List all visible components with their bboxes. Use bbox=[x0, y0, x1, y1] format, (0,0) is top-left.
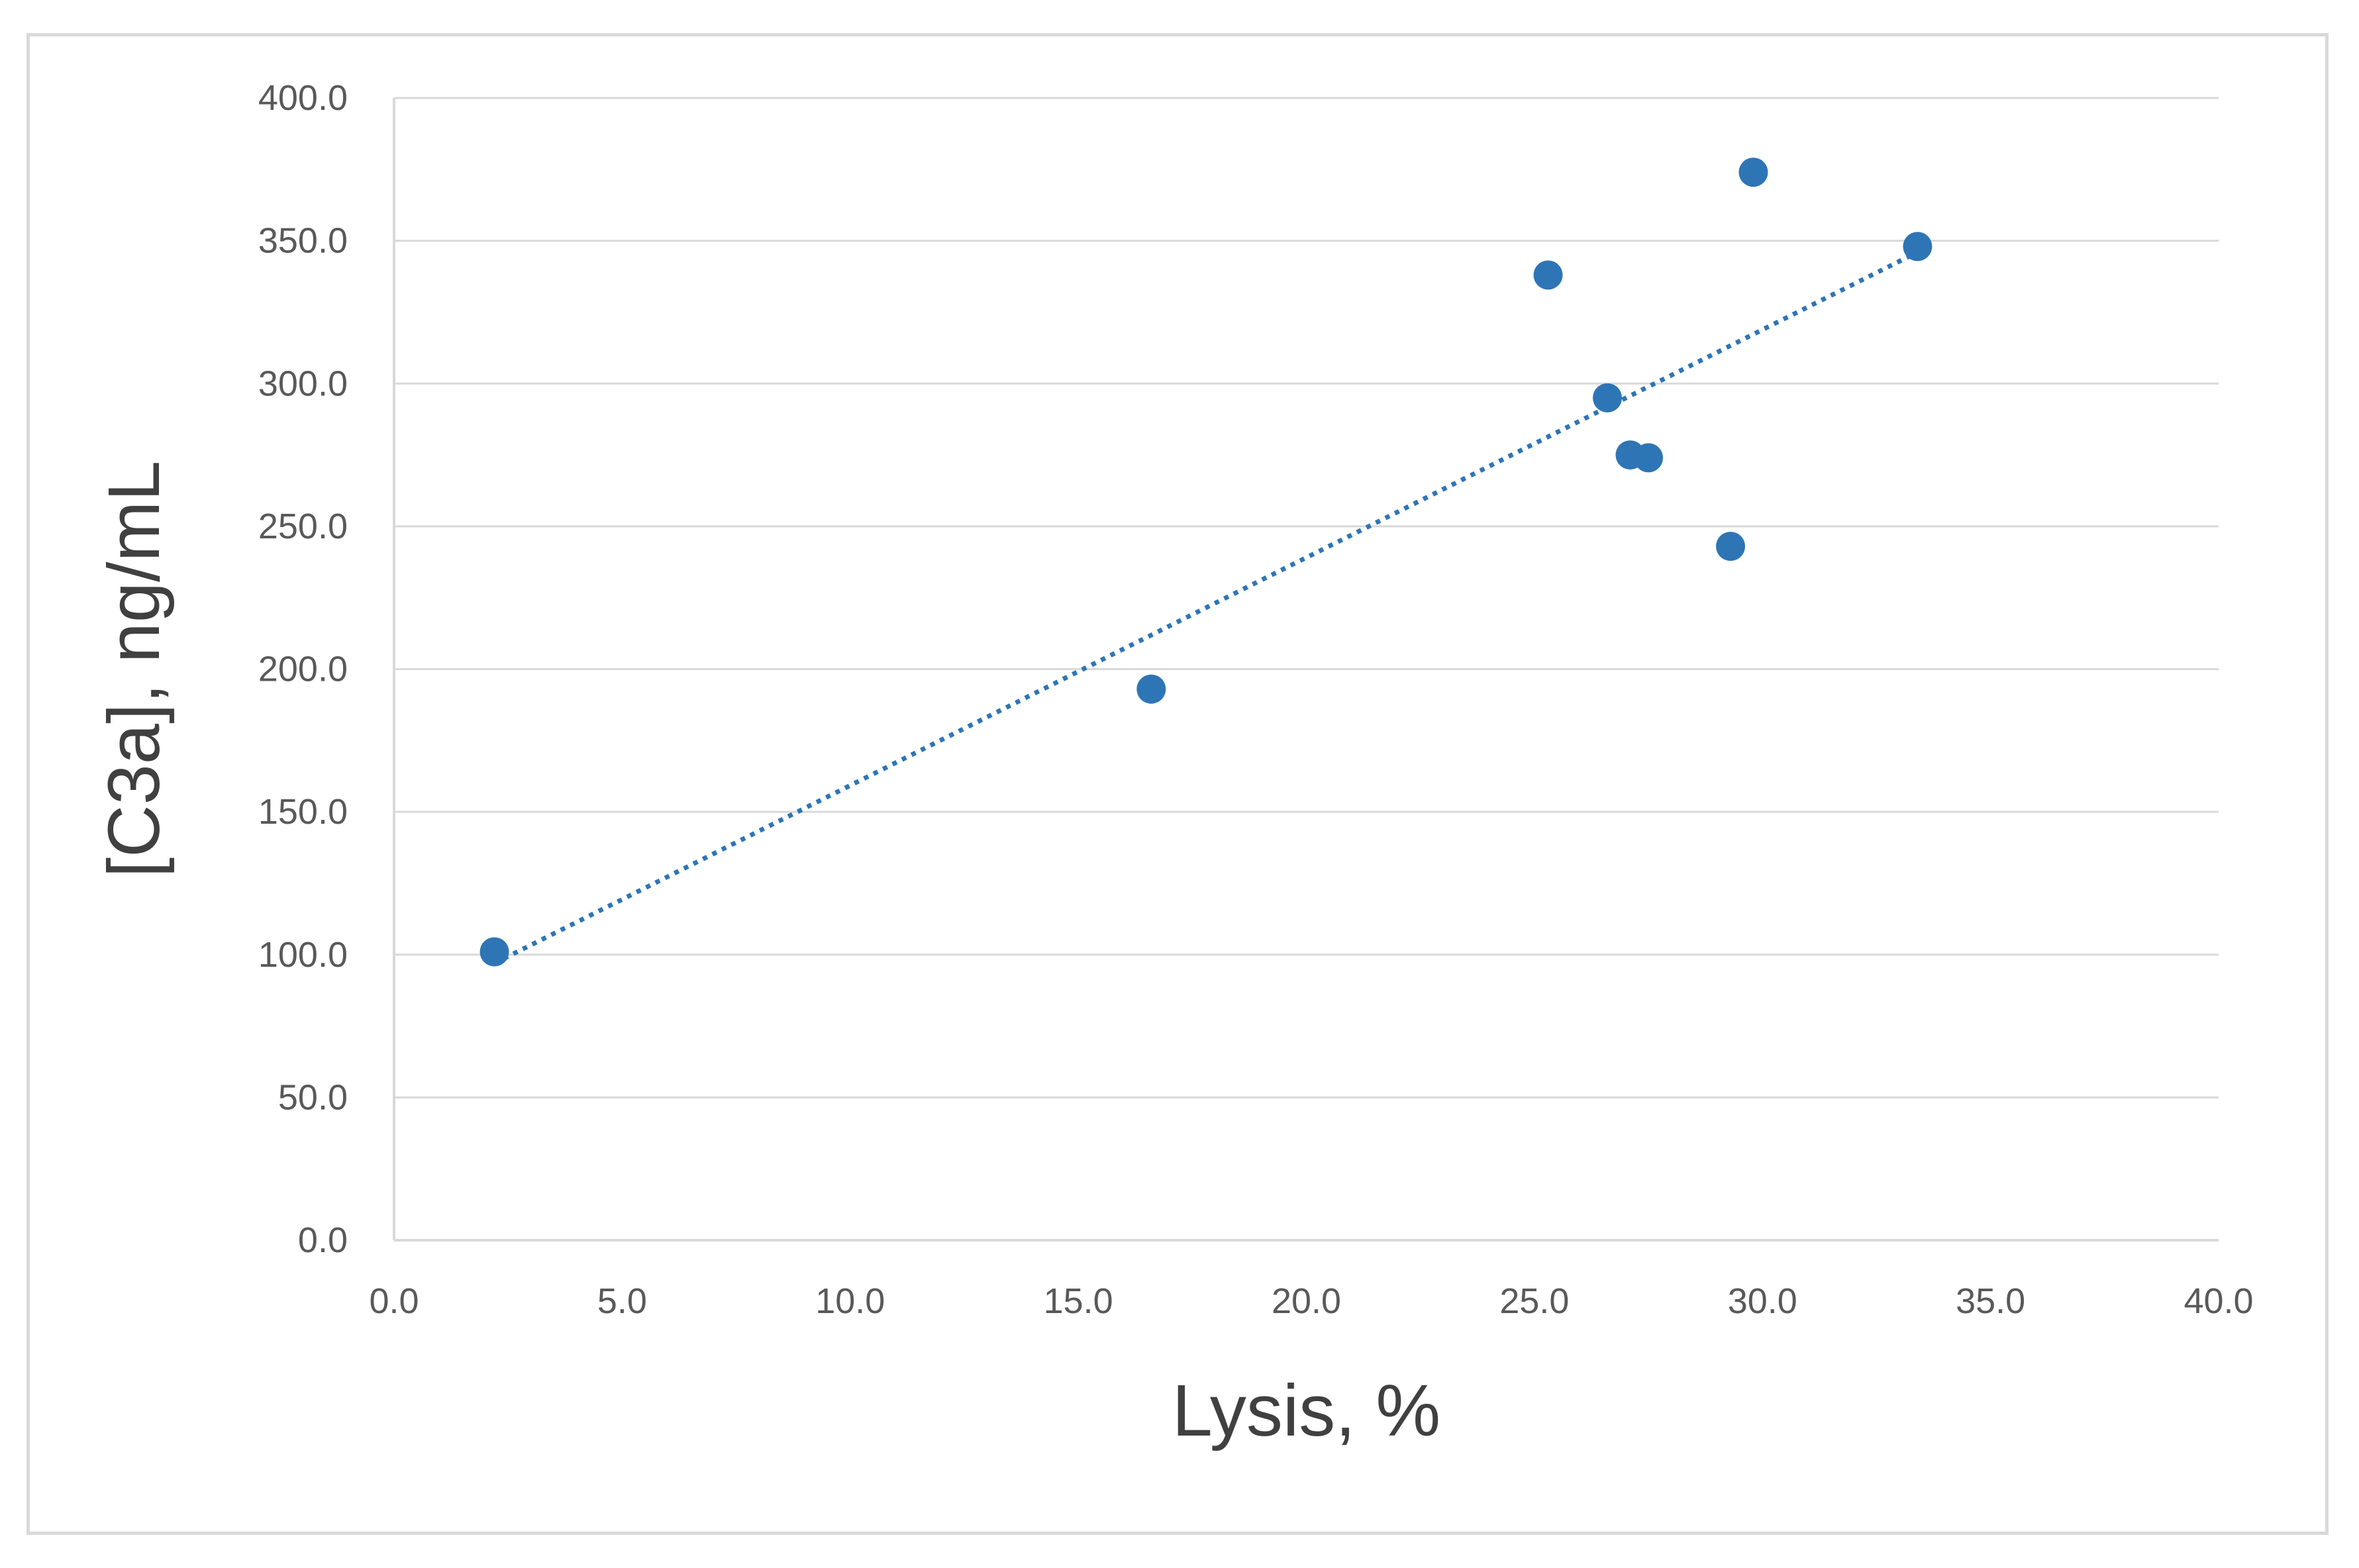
trendline-layer bbox=[493, 250, 1919, 965]
data-points bbox=[479, 158, 1932, 967]
trendline bbox=[493, 250, 1919, 965]
data-point-2 bbox=[1136, 674, 1166, 704]
x-axis-title: Lysis, % bbox=[1172, 1370, 1440, 1451]
y-tick-label: 200.0 bbox=[258, 650, 348, 689]
x-tick-label: 10.0 bbox=[815, 1281, 885, 1321]
x-tick-label: 15.0 bbox=[1044, 1281, 1113, 1321]
y-tick-labels: 0.0 50.0 100.0 150.0 200.0 250.0 300.0 350.0 400… bbox=[258, 78, 348, 1260]
x-tick-label: 20.0 bbox=[1272, 1281, 1341, 1321]
y-tick-label: 250.0 bbox=[258, 507, 348, 546]
y-tick-label: 300.0 bbox=[258, 364, 348, 403]
data-point-8 bbox=[1738, 158, 1768, 187]
x-tick-label: 30.0 bbox=[1728, 1281, 1797, 1321]
x-tick-label: 25.0 bbox=[1499, 1281, 1569, 1321]
y-tick-label: 100.0 bbox=[258, 935, 348, 975]
chart-frame bbox=[26, 33, 2329, 1535]
y-axis-title: [C3a], ng/mL bbox=[93, 461, 175, 878]
y-tick-label: 50.0 bbox=[278, 1077, 348, 1117]
grid-layer bbox=[394, 97, 2219, 1099]
data-point-7 bbox=[1716, 532, 1746, 562]
data-point-6 bbox=[1634, 443, 1664, 473]
x-tick-label: 0.0 bbox=[369, 1281, 419, 1321]
x-tick-label: 35.0 bbox=[1956, 1281, 2025, 1321]
data-point-4 bbox=[1593, 383, 1623, 413]
data-point-3 bbox=[1533, 260, 1563, 290]
y-tick-label: 0.0 bbox=[298, 1220, 348, 1260]
data-point-1 bbox=[479, 937, 509, 967]
x-tick-labels: 0.0 5.0 10.0 15.0 20.0 25.0 30.0 35.0 40.0 bbox=[369, 1281, 2253, 1321]
y-tick-label: 400.0 bbox=[258, 78, 348, 118]
y-tick-label: 150.0 bbox=[258, 792, 348, 832]
data-point-9 bbox=[1903, 232, 1932, 262]
x-tick-label: 5.0 bbox=[597, 1281, 647, 1321]
axis-layer bbox=[393, 98, 2219, 1242]
x-tick-label: 40.0 bbox=[2183, 1281, 2253, 1321]
y-tick-label: 350.0 bbox=[258, 221, 348, 261]
